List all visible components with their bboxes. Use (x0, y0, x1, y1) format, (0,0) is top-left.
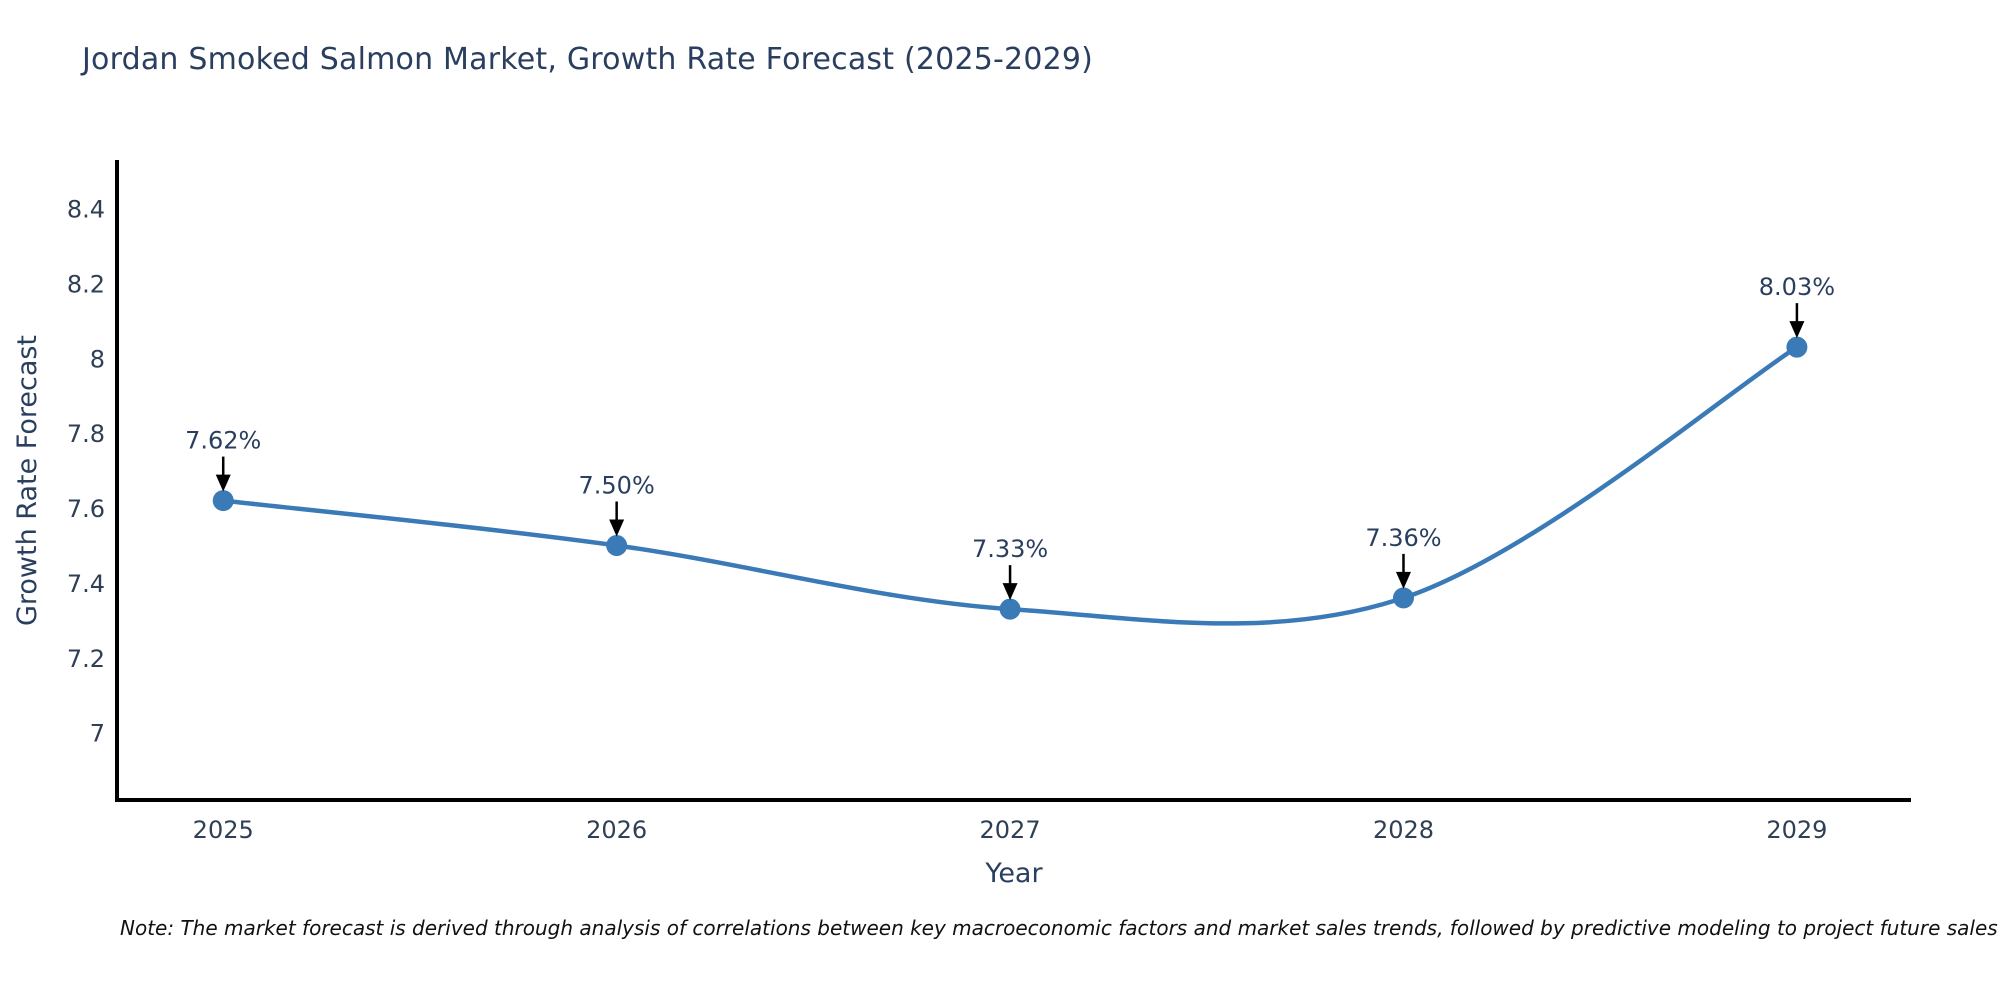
x-tick-label: 2027 (980, 816, 1041, 844)
point-value-label: 7.36% (1365, 524, 1441, 552)
annotation-arrow-head (1395, 571, 1411, 589)
annotation-arrow-head (215, 474, 231, 492)
annotation-arrow-head (609, 519, 625, 537)
y-tick-label: 7.2 (67, 645, 105, 673)
y-tick-label: 7.8 (67, 420, 105, 448)
y-tick-label: 7 (90, 720, 105, 748)
y-tick-label: 7.6 (67, 495, 105, 523)
y-tick-label: 7.4 (67, 570, 105, 598)
point-value-label: 7.50% (579, 471, 655, 499)
data-point-marker (606, 534, 628, 556)
point-value-label: 7.62% (185, 427, 261, 455)
data-point-marker (1392, 587, 1414, 609)
annotation-arrow-head (1789, 321, 1805, 339)
point-value-label: 8.03% (1759, 273, 1835, 301)
footnote: Note: The market forecast is derived thr… (120, 916, 1998, 940)
x-axis-title: Year (985, 858, 1043, 889)
x-tick-label: 2026 (586, 816, 647, 844)
data-point-marker (999, 598, 1021, 620)
y-tick-label: 8.4 (67, 196, 105, 224)
point-value-label: 7.33% (972, 535, 1048, 563)
y-tick-label: 8.2 (67, 271, 105, 299)
annotation-arrow-head (1002, 583, 1018, 601)
axis-lines (115, 160, 1911, 802)
data-point-marker (212, 490, 234, 512)
data-point-marker (1786, 336, 1808, 358)
x-tick-label: 2025 (193, 816, 254, 844)
y-tick-label: 8 (90, 345, 105, 373)
x-tick-label: 2029 (1766, 816, 1827, 844)
chart-title: Jordan Smoked Salmon Market, Growth Rate… (82, 42, 1094, 77)
x-tick-label: 2028 (1373, 816, 1434, 844)
